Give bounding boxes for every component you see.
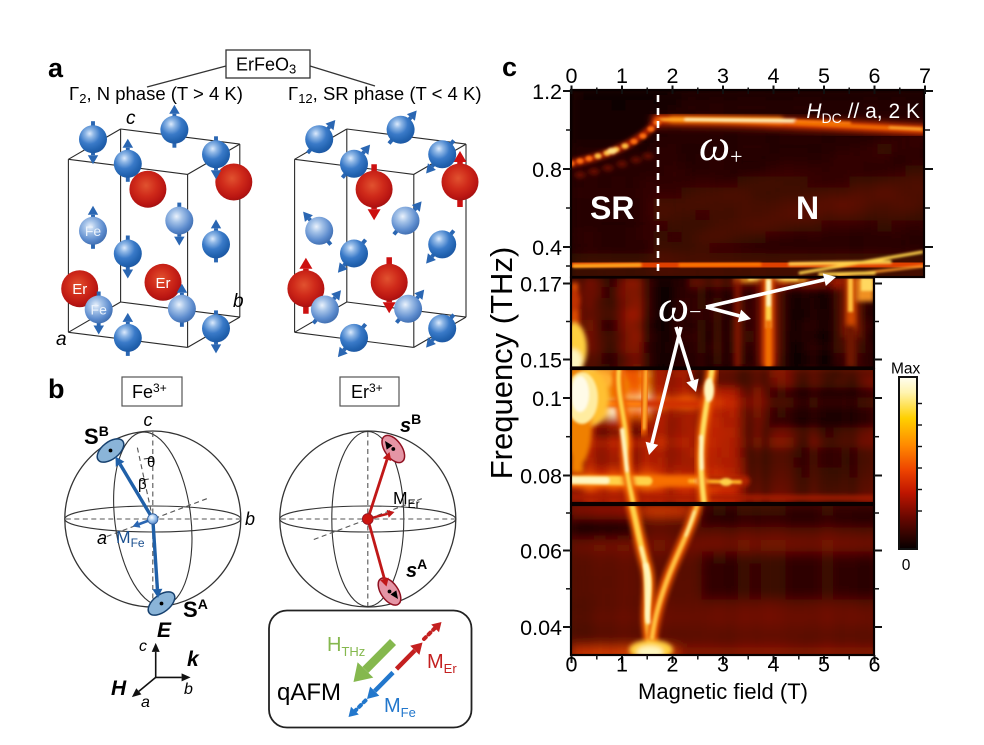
svg-text:qAFM: qAFM (277, 679, 341, 706)
svg-text:Fe: Fe (85, 223, 102, 239)
svg-text:b: b (233, 291, 244, 312)
svg-text:1: 1 (616, 653, 628, 677)
svg-text:β: β (138, 476, 147, 493)
svg-text:0: 0 (566, 64, 578, 88)
svg-text:5: 5 (818, 653, 830, 677)
svg-text:a: a (141, 694, 150, 711)
svg-text:Max: Max (891, 361, 921, 378)
svg-text:b: b (184, 681, 193, 698)
svg-text:Γ2, N phase (T > 4 K): Γ2, N phase (T > 4 K) (69, 83, 243, 106)
svg-text:c: c (139, 638, 147, 655)
svg-text:Er3+: Er3+ (351, 381, 383, 402)
svg-text:0.1: 0.1 (532, 387, 562, 411)
svg-text:a: a (48, 53, 64, 83)
svg-text:0: 0 (902, 557, 911, 574)
svg-text:H: H (111, 677, 127, 700)
svg-text:2: 2 (667, 653, 679, 677)
svg-text:7: 7 (919, 64, 931, 88)
svg-text:Magnetic field (T): Magnetic field (T) (638, 679, 808, 704)
svg-text:b: b (245, 509, 255, 529)
svg-text:0.06: 0.06 (520, 540, 562, 564)
svg-text:3: 3 (717, 64, 729, 88)
svg-text:Er: Er (156, 275, 171, 292)
svg-text:a: a (97, 528, 107, 548)
svg-text:0.17: 0.17 (520, 273, 562, 297)
svg-text:0: 0 (566, 653, 578, 677)
svg-text:SR: SR (590, 190, 634, 226)
svg-text:2: 2 (667, 64, 679, 88)
svg-text:Frequency (THz): Frequency (THz) (484, 247, 519, 480)
svg-text:c: c (502, 52, 517, 82)
svg-text:c: c (144, 410, 153, 430)
svg-text:c: c (126, 108, 136, 129)
svg-text:k: k (187, 648, 200, 671)
svg-text:4: 4 (768, 64, 780, 88)
svg-text:0.04: 0.04 (520, 616, 562, 640)
svg-text:6: 6 (869, 653, 881, 677)
svg-text:Er: Er (72, 281, 87, 298)
svg-text:N: N (796, 190, 819, 226)
svg-text:5: 5 (818, 64, 830, 88)
svg-text:a: a (56, 329, 67, 350)
svg-text:ErFeO3: ErFeO3 (236, 55, 296, 77)
svg-text:0.8: 0.8 (532, 158, 562, 182)
svg-text:4: 4 (768, 653, 780, 677)
svg-text:0.08: 0.08 (520, 465, 562, 489)
svg-text:HDC // a, 2 K: HDC // a, 2 K (806, 100, 920, 126)
svg-text:6: 6 (869, 64, 881, 88)
svg-text:0.4: 0.4 (532, 236, 562, 260)
svg-text:3: 3 (717, 653, 729, 677)
svg-text:Fe: Fe (91, 302, 108, 318)
svg-text:Γ12, SR phase (T < 4 K): Γ12, SR phase (T < 4 K) (288, 83, 481, 106)
svg-text:1.2: 1.2 (532, 80, 562, 104)
svg-text:b: b (48, 374, 65, 404)
svg-text:1: 1 (616, 64, 628, 88)
svg-text:0.15: 0.15 (520, 349, 562, 373)
svg-text:E: E (157, 619, 172, 642)
svg-text:θ: θ (147, 454, 155, 471)
